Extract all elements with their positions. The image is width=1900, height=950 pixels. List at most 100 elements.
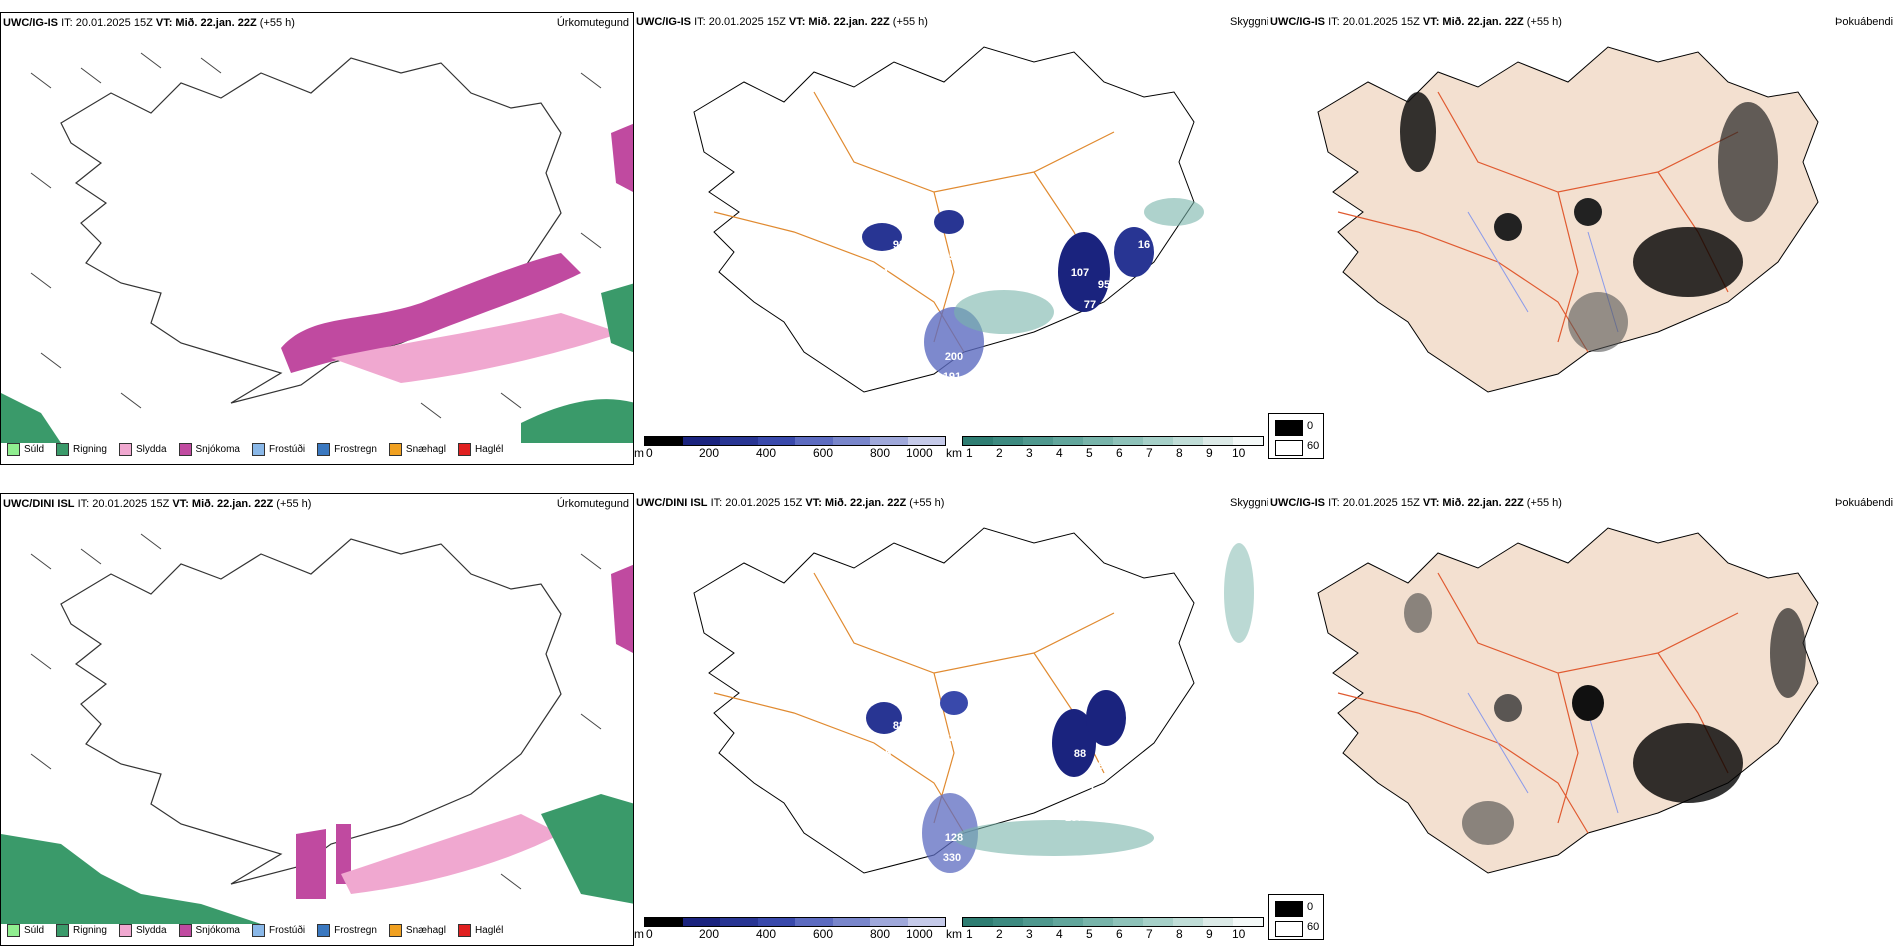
legend-swatch [457, 443, 471, 456]
legend-swatch [388, 924, 402, 937]
legend-swatch [118, 924, 132, 937]
panel-title: UWC/DINI ISL IT: 20.01.2025 15Z VT: Mið.… [3, 498, 312, 510]
panel-title: UWC/IG-IS IT: 20.01.2025 15Z VT: Mið. 22… [636, 16, 928, 28]
legend-item: Slydda [118, 924, 167, 937]
cloudbase-label: 200 [945, 351, 963, 363]
cloudbase-label: 88 [893, 720, 905, 732]
scale-tick: 9 [1206, 446, 1213, 460]
panel-parameter-name: Skyggni [1230, 16, 1268, 28]
cloud-panel-row2: UWC/DINI ISL IT: 20.01.2025 15Z VT: Mið.… [634, 493, 1268, 946]
scale-tick: 10 [1232, 446, 1246, 460]
cloudbase-label: 191 [943, 371, 961, 383]
precip-map [1, 52, 633, 443]
legend-item: Snjókoma [178, 443, 240, 456]
legend-label: Slydda [135, 925, 167, 936]
visibility-colorbar [962, 917, 1264, 927]
fog-panel-row1: UWC/IG-IS IT: 20.01.2025 15Z VT: Mið. 22… [1268, 12, 1900, 465]
legend-swatch [118, 443, 132, 456]
legend-label: Snæhagl [405, 444, 446, 455]
fog-map [1317, 46, 1819, 393]
visibility-colorbar [962, 436, 1264, 446]
panel-parameter-name: Úrkomutegund [556, 17, 629, 29]
scale-tick: 5 [1086, 446, 1093, 460]
legend-item: Snjókoma [178, 924, 240, 937]
cloudbase-label: 76 [1138, 720, 1150, 732]
legend-label: Frostúði [268, 925, 306, 936]
legend-item: Súld [7, 443, 44, 456]
fog-key-row1: 0 60 [1268, 413, 1324, 459]
cloud-map [693, 46, 1204, 393]
precip-legend: Súld Rigning Slydda Snjókoma Frostúði Fr… [7, 443, 503, 456]
panel-parameter-name: Skyggni [1230, 497, 1268, 509]
scale-tick: 5 [1086, 927, 1093, 941]
cloud-map [693, 527, 1254, 874]
legend-item: Súld [7, 924, 44, 937]
legend-swatch [388, 443, 402, 456]
cloudbase-label: 72 [943, 732, 955, 744]
scale-tick: 2 [996, 927, 1003, 941]
legend-label: Súld [24, 925, 45, 936]
cloudbase-label: 89 [1068, 331, 1080, 343]
visibility-scale: km 1 2 3 4 5 6 7 8 9 10 [946, 917, 1266, 941]
legend-item: Frostregn [317, 443, 377, 456]
scale-tick: 9 [1206, 927, 1213, 941]
fog-key-label: 60 [1307, 440, 1320, 452]
scale-tick: 6 [1116, 927, 1123, 941]
scale-tick: 4 [1056, 446, 1063, 460]
scale-tick: 4 [1056, 927, 1063, 941]
legend-item: Rigning [56, 924, 107, 937]
scale-tick: 6 [1116, 446, 1123, 460]
legend-swatch [56, 924, 70, 937]
legend-label: Snjókoma [195, 444, 240, 455]
legend-swatch [251, 443, 265, 456]
cloudbase-label: 137 [1065, 812, 1083, 824]
legend-item: Frostúði [251, 443, 306, 456]
legend-label: Frostúði [268, 444, 306, 455]
fog-map [1317, 527, 1819, 874]
scale-tick: 1000 [906, 446, 933, 460]
legend-label: Frostregn [334, 444, 377, 455]
scale-tick: 8 [1176, 446, 1183, 460]
legend-item: Frostregn [317, 924, 377, 937]
scale-tick: 800 [870, 446, 891, 460]
legend-item: Snæhagl [388, 443, 446, 456]
precip-panel-row1: UWC/IG-IS IT: 20.01.2025 15Z VT: Mið. 22… [0, 12, 634, 465]
cloudbase-colorbar [644, 436, 946, 446]
legend-swatch [457, 924, 471, 937]
scale-tick: 1000 [906, 927, 933, 941]
fog-key-swatch [1275, 921, 1303, 937]
scale-tick: 2 [996, 446, 1003, 460]
legend-label: Rigning [73, 925, 107, 936]
scale-tick: 3 [1026, 927, 1033, 941]
cloudbase-label: 85 [943, 251, 955, 263]
legend-label: Rigning [73, 444, 107, 455]
cloudbase-label: 105 [873, 748, 891, 760]
legend-item: Frostúði [251, 924, 306, 937]
cloudbase-label: 107 [1071, 267, 1089, 279]
visibility-scale: km 1 2 3 4 5 6 7 8 9 10 [946, 436, 1266, 460]
scale-tick: 7 [1146, 927, 1153, 941]
cloudbase-label: 94 [876, 267, 889, 279]
panel-title: UWC/DINI ISL IT: 20.01.2025 15Z VT: Mið.… [636, 497, 945, 509]
legend-item: Rigning [56, 443, 107, 456]
scale-tick: 400 [756, 446, 777, 460]
legend-label: Slydda [135, 444, 167, 455]
scale-tick: 800 [870, 927, 891, 941]
scale-tick: 600 [813, 446, 834, 460]
scale-tick: 200 [699, 927, 720, 941]
legend-swatch [317, 924, 331, 937]
cloudbase-label: 77 [1084, 299, 1096, 311]
scale-tick: 1 [966, 927, 973, 941]
cloudbase-label: 95 [1098, 279, 1110, 291]
precip-legend: Súld Rigning Slydda Snjókoma Frostúði Fr… [7, 924, 503, 937]
legend-swatch [56, 443, 70, 456]
fog-key-swatch [1275, 420, 1303, 436]
scale-unit: m [634, 446, 644, 460]
panel-parameter-name: Þokuábendi [1835, 497, 1894, 509]
scale-tick: 0 [646, 446, 653, 460]
cloudbase-label: 88 [1074, 748, 1086, 760]
legend-label: Frostregn [334, 925, 377, 936]
legend-swatch [317, 443, 331, 456]
